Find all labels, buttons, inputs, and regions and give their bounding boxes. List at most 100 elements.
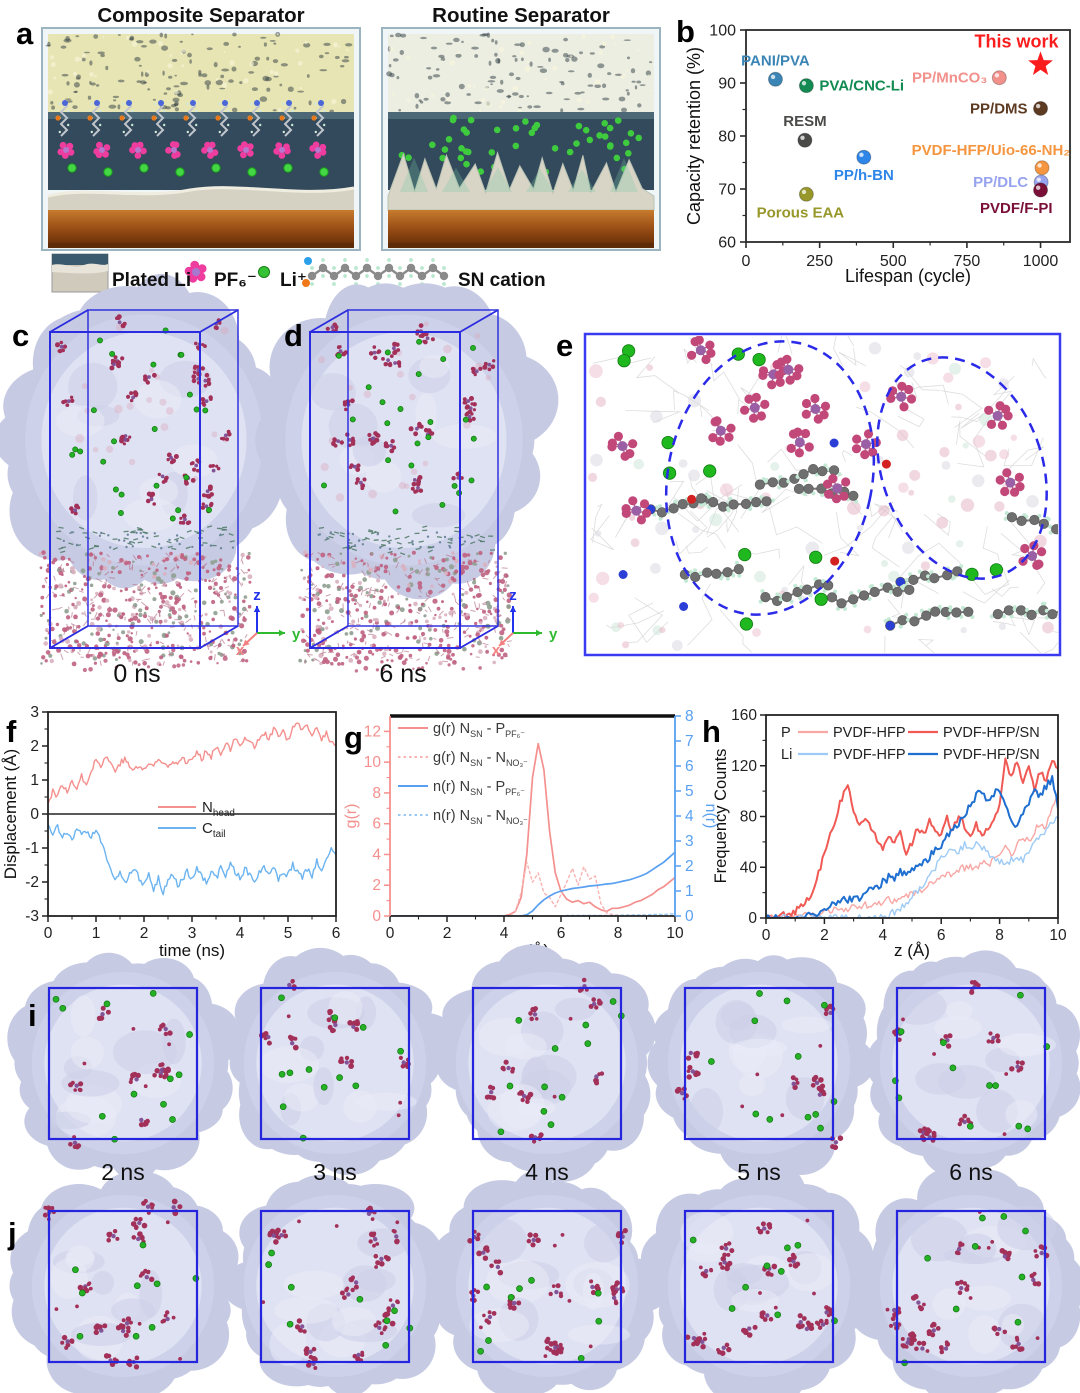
- svg-text:Nhead: Nhead: [202, 799, 235, 819]
- panel-e-art: [583, 332, 1062, 657]
- svg-text:Frequency Counts: Frequency Counts: [712, 749, 730, 884]
- svg-text:0: 0: [372, 908, 381, 925]
- snapshot-j-3ns: [222, 1174, 460, 1393]
- svg-text:PVDF-HFP: PVDF-HFP: [833, 747, 906, 763]
- svg-text:60: 60: [718, 235, 736, 252]
- svg-text:6: 6: [937, 927, 946, 944]
- svg-text:-3: -3: [25, 908, 39, 925]
- svg-text:3: 3: [30, 704, 39, 721]
- svg-text:-1: -1: [25, 840, 39, 857]
- svg-text:0: 0: [685, 908, 694, 925]
- panel-b-chart: 0 250 500 750 1000 60 70 80 90 100 Lifespan (cycle…: [684, 23, 1071, 286]
- legend-plated-li-label: Plated Li: [112, 270, 191, 291]
- svg-text:-2: -2: [25, 874, 39, 891]
- svg-text:P: P: [781, 725, 791, 741]
- svg-text:PP/DLC: PP/DLC: [973, 174, 1028, 191]
- svg-text:PP/h-BN: PP/h-BN: [834, 167, 894, 184]
- composite-separator-title: Composite Separator: [97, 4, 304, 27]
- svg-text:6: 6: [372, 816, 381, 833]
- snapshot-i-3ns: [229, 947, 459, 1176]
- snapshot-time-3ns: 3 ns: [313, 1159, 356, 1185]
- svg-text:10: 10: [364, 754, 382, 771]
- legend-pf6-label: PF₆⁻: [214, 270, 257, 291]
- scatter-point-pp-mnco-: PP/MnCO₃: [912, 70, 1007, 87]
- svg-text:160: 160: [731, 707, 757, 724]
- svg-text:0: 0: [30, 806, 39, 823]
- svg-text:4: 4: [878, 927, 887, 944]
- snapshot-time-6ns: 6 ns: [949, 1159, 992, 1185]
- svg-text:250: 250: [806, 253, 833, 270]
- snapshot-j-2ns: [9, 1170, 239, 1393]
- snapshot-i-2ns: [7, 952, 241, 1181]
- svg-text:PVDF-HFP: PVDF-HFP: [833, 725, 906, 741]
- svg-text:2: 2: [820, 927, 829, 944]
- svg-text:750: 750: [954, 253, 981, 270]
- pf6-icon: [184, 260, 207, 283]
- sn-cation-icon: [302, 257, 449, 287]
- svg-text:2: 2: [685, 858, 694, 875]
- svg-text:PP/DMS: PP/DMS: [970, 100, 1028, 117]
- svg-text:7: 7: [685, 733, 694, 750]
- triad-d-y: y: [549, 626, 558, 643]
- plated-li-icon: [51, 253, 109, 293]
- svg-text:2: 2: [30, 738, 39, 755]
- svg-text:90: 90: [718, 76, 736, 93]
- panel-h-label: h: [702, 714, 721, 749]
- svg-text:z (Å): z (Å): [894, 941, 930, 960]
- svg-text:8: 8: [995, 927, 1004, 944]
- svg-text:40: 40: [740, 859, 758, 876]
- panel-c-label: c: [12, 318, 29, 353]
- axis-triads: [242, 606, 542, 647]
- svg-text:80: 80: [718, 129, 736, 146]
- scatter-point-pp-dms: PP/DMS: [970, 100, 1049, 117]
- scatter-point-this-work: This work: [975, 31, 1060, 75]
- svg-text:5: 5: [685, 783, 694, 800]
- svg-text:PVDF-HFP/SN: PVDF-HFP/SN: [943, 725, 1040, 741]
- scatter-point-pva-cnc-li: PVA/CNC-Li: [798, 78, 904, 95]
- svg-text:n(r) NSN - PPF₆⁻: n(r) NSN - PPF₆⁻: [433, 779, 525, 797]
- svg-text:PP/MnCO₃: PP/MnCO₃: [912, 70, 987, 87]
- scatter-point-pvdf-f-pi: PVDF/F-PI: [980, 182, 1053, 217]
- svg-text:1: 1: [92, 925, 101, 942]
- svg-text:4: 4: [372, 846, 381, 863]
- snapshot-time-5ns: 5 ns: [737, 1159, 780, 1185]
- svg-text:Displacement (Å): Displacement (Å): [1, 749, 20, 879]
- sim-time-0ns: 0 ns: [113, 660, 160, 688]
- svg-text:12: 12: [364, 723, 381, 740]
- chart-h: 0 2 4 6 8 10 0 40 80 120 160 z (Å) Frequency Counts P…: [712, 707, 1067, 960]
- svg-text:100: 100: [709, 23, 736, 40]
- panel-g-label: g: [344, 720, 363, 755]
- triad-d-x: x: [492, 642, 501, 659]
- li-ion-icon: [258, 266, 270, 278]
- svg-text:Porous EAA: Porous EAA: [757, 204, 845, 221]
- svg-text:8: 8: [614, 925, 623, 942]
- svg-text:2: 2: [140, 925, 149, 942]
- svg-text:Li: Li: [781, 747, 792, 763]
- sim-box-d: [255, 283, 559, 673]
- svg-text:PVDF/F-PI: PVDF/F-PI: [980, 200, 1053, 217]
- svg-text:0: 0: [44, 925, 53, 942]
- svg-text:This work: This work: [975, 31, 1060, 51]
- panel-i-label: i: [28, 998, 37, 1033]
- svg-text:4: 4: [236, 925, 245, 942]
- svg-text:5: 5: [284, 925, 293, 942]
- triad-c-y: y: [292, 626, 301, 643]
- svg-text:6: 6: [557, 925, 566, 942]
- svg-text:PVDF-HFP/SN: PVDF-HFP/SN: [943, 747, 1040, 763]
- svg-text:10: 10: [666, 925, 684, 942]
- svg-text:8: 8: [685, 708, 694, 725]
- svg-text:PVDF-HFP/Uio-66-NH₂: PVDF-HFP/Uio-66-NH₂: [912, 142, 1070, 159]
- snapshot-time-4ns: 4 ns: [525, 1159, 568, 1185]
- svg-text:RESM: RESM: [783, 113, 826, 130]
- panel-b-label: b: [676, 14, 695, 49]
- svg-text:8: 8: [372, 785, 381, 802]
- svg-text:g(r) NSN - NNO₃⁻: g(r) NSN - NNO₃⁻: [433, 750, 528, 768]
- svg-text:1: 1: [30, 772, 39, 789]
- legend-icons: [51, 253, 449, 293]
- scatter-point-pvdf-hfp-uio-66-nh-: PVDF-HFP/Uio-66-NH₂: [912, 142, 1070, 176]
- svg-text:PANI/PVA: PANI/PVA: [741, 52, 810, 69]
